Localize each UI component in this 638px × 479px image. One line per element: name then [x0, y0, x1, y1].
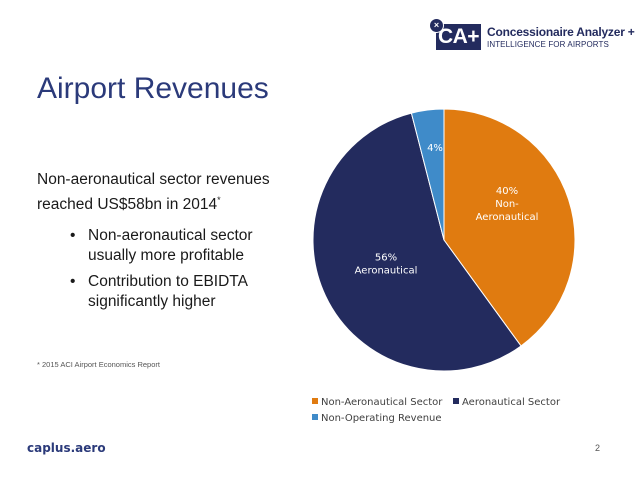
pie-slice	[312, 112, 522, 372]
pie-slice-label-line: 56%	[375, 253, 397, 264]
lead-sentence: Non-aeronautical sector revenues reached…	[37, 171, 270, 214]
legend-label: Non-Operating Revenue	[321, 413, 442, 424]
bullet-item: Non-aeronautical sector usually more pro…	[70, 226, 300, 266]
pie-slice	[443, 108, 576, 347]
legend-swatch	[312, 414, 318, 420]
pie-slice-label-line: Non-	[495, 199, 519, 210]
lead-footnote-mark: *	[217, 195, 221, 205]
legend-item-aeronautical: Aeronautical Sector	[453, 397, 560, 408]
footnote: * 2015 ACI Airport Economics Report	[37, 360, 160, 369]
logo: CA+ × Concessionaire Analyzer + INTELLIG…	[429, 18, 635, 53]
lead-text: Non-aeronautical sector revenues reached…	[37, 170, 297, 215]
legend-item-non-aeronautical: Non-Aeronautical Sector	[312, 397, 442, 408]
pie-slice-label-line: 40%	[496, 186, 518, 197]
pie-slice-label: 4%	[427, 143, 443, 154]
pie-slice-label: 56% Aeronautical	[355, 253, 418, 277]
legend-label: Non-Aeronautical Sector	[321, 397, 443, 408]
logo-tagline: INTELLIGENCE FOR AIRPORTS	[487, 40, 609, 49]
slide-title: Airport Revenues	[37, 72, 269, 105]
footer-url[interactable]: caplus.aero	[27, 441, 106, 455]
pie-slice-label-line: Aeronautical	[476, 212, 539, 223]
page-number: 2	[595, 443, 601, 453]
close-icon: ×	[429, 18, 444, 33]
bullet-list: Non-aeronautical sector usually more pro…	[70, 226, 300, 318]
legend-item-non-operating: Non-Operating Revenue	[312, 413, 442, 424]
bullet-item: Contribution to EBIDTA significantly hig…	[70, 272, 300, 312]
legend-label: Aeronautical Sector	[462, 397, 561, 408]
pie-slice	[410, 108, 445, 241]
logo-name: Concessionaire Analyzer +	[487, 25, 635, 39]
pie-slice-label-line: Aeronautical	[355, 266, 418, 277]
logo-mark: CA+	[436, 24, 481, 50]
pie-slice-label-line: 4%	[427, 143, 443, 154]
legend-swatch	[312, 398, 318, 404]
pie-slice-label: 40% Non- Aeronautical	[476, 186, 539, 223]
legend-swatch	[453, 398, 459, 404]
